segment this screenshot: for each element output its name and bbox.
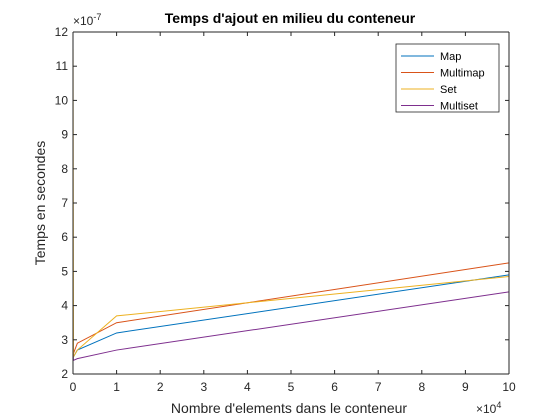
legend-label: Map (440, 51, 461, 63)
legend-label: Multiset (440, 101, 478, 113)
x-tick-label: 9 (462, 380, 469, 394)
x-tick-label: 10 (502, 380, 516, 394)
y-tick-label: 7 (61, 196, 68, 210)
x-tick-label: 1 (113, 380, 120, 394)
x-tick-label: 6 (331, 380, 338, 394)
y-tick-label: 8 (61, 162, 68, 176)
x-tick-label: 2 (157, 380, 164, 394)
x-tick-label: 7 (375, 380, 382, 394)
y-exponent: ×10-7 (73, 12, 101, 28)
x-tick-label: 5 (288, 380, 295, 394)
y-tick-label: 6 (61, 230, 68, 244)
y-tick-label: 3 (61, 333, 68, 347)
x-tick-label: 3 (200, 380, 207, 394)
x-exponent: ×104 (476, 400, 501, 416)
legend-label: Set (440, 84, 457, 96)
y-tick-label: 12 (55, 25, 69, 39)
legend: Map Multimap Set Multiset (396, 44, 499, 113)
y-tick-label: 5 (61, 264, 68, 278)
legend-label: Multimap (440, 68, 485, 80)
x-axis-label: Nombre d'elements dans le conteneur (171, 400, 407, 416)
chart-title: Temps d'ajout en milieu du conteneur (165, 10, 416, 26)
y-tick-label: 10 (55, 93, 69, 107)
x-tick-label: 8 (418, 380, 425, 394)
y-axis-label: Temps en secondes (32, 141, 48, 266)
y-tick-label: 2 (61, 367, 68, 381)
y-tick-label: 4 (61, 299, 68, 313)
y-tick-label: 11 (56, 59, 69, 73)
y-tick-label: 9 (61, 128, 68, 142)
x-tick-label: 4 (244, 380, 251, 394)
x-tick-label: 0 (70, 380, 77, 394)
